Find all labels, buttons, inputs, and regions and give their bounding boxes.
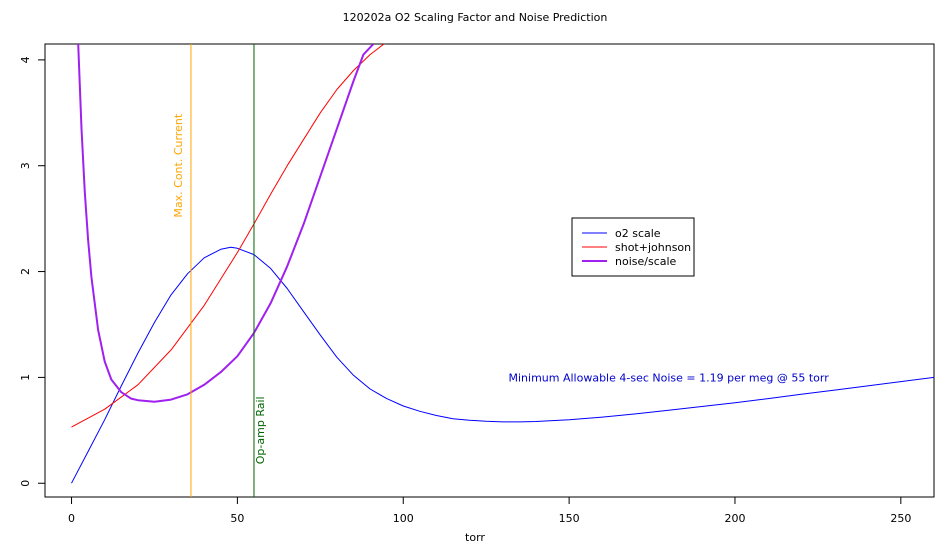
chart-title: 120202a O2 Scaling Factor and Noise Pred… — [343, 11, 608, 24]
x-axis-label: torr — [465, 531, 485, 544]
x-axis: 0 50 100 150 200 250 — [68, 497, 911, 525]
legend-label: shot+johnson — [615, 241, 691, 254]
y-tick-label: 0 — [19, 480, 32, 487]
x-tick-label: 150 — [559, 512, 580, 525]
x-tick-label: 50 — [230, 512, 244, 525]
y-tick-label: 1 — [19, 374, 32, 381]
annotation-text-2: Minimum Allowable 4-sec Noise = 1.19 per… — [509, 371, 830, 384]
series-layer — [71, 44, 934, 484]
annotation-layer: Max. Cont. Current Op-amp Rail Minimum All… — [172, 44, 829, 497]
series-line-shot-johnson — [71, 44, 385, 428]
annotation-label-1: Op-amp Rail — [254, 396, 267, 464]
legend-label: o2 scale — [615, 227, 661, 240]
series-line-noise-scale — [77, 44, 375, 403]
x-tick-label: 100 — [393, 512, 414, 525]
y-axis: 0 1 2 3 4 — [19, 56, 45, 487]
y-tick-label: 4 — [19, 56, 32, 63]
y-tick-label: 2 — [19, 268, 32, 275]
y-tick-label: 3 — [19, 162, 32, 169]
annotation-label-0: Max. Cont. Current — [172, 113, 185, 217]
x-tick-label: 0 — [68, 512, 75, 525]
series-line-o2-scale — [71, 246, 934, 484]
x-tick-label: 250 — [890, 512, 911, 525]
plot-frame — [44, 43, 935, 498]
x-tick-label: 200 — [724, 512, 745, 525]
legend-label: noise/scale — [615, 255, 677, 268]
